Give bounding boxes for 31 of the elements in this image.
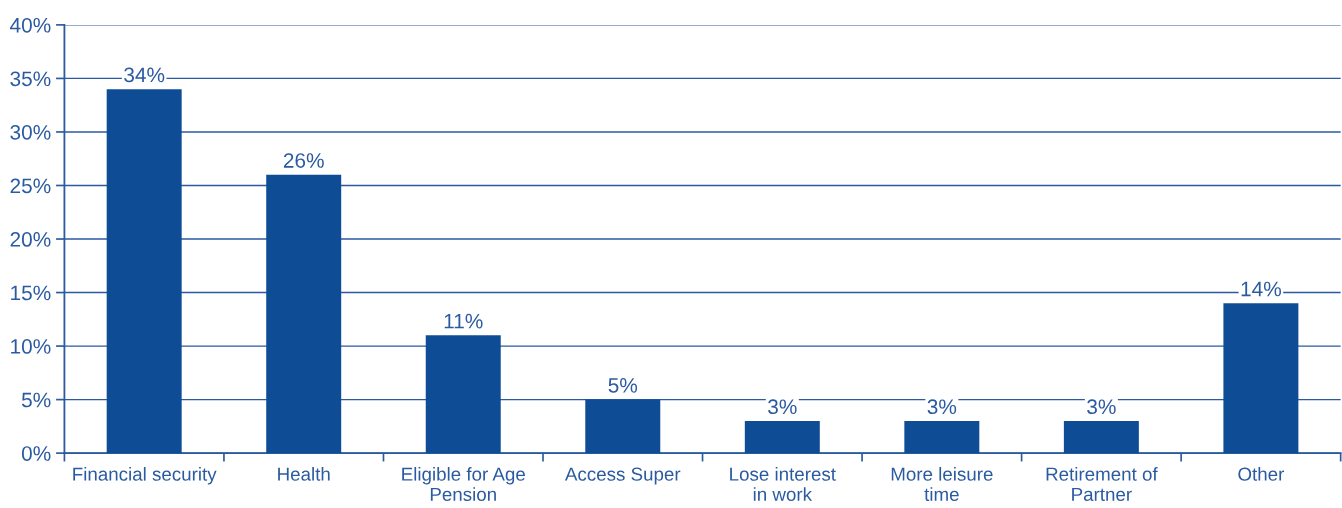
data-label: 34% (124, 67, 165, 83)
data-label: 3% (1087, 399, 1116, 415)
y-tick-label: 10% (11, 339, 51, 354)
bar (1223, 303, 1299, 454)
y-tick-label: 5% (21, 392, 51, 408)
data-label: 14% (1241, 281, 1281, 297)
bar (585, 399, 661, 454)
bar (904, 421, 980, 454)
x-tick-label: Lose interest in work (730, 467, 836, 501)
x-tick-label: Other (1238, 467, 1285, 481)
data-label: 3% (768, 399, 797, 415)
bar (1063, 421, 1139, 454)
x-tick-label: Eligible for Age Pension (402, 467, 525, 501)
data-label: 5% (608, 378, 638, 393)
y-tick-label: 0% (21, 446, 51, 461)
y-tick-label: 20% (10, 232, 51, 247)
bar (744, 421, 820, 454)
bar (106, 89, 182, 454)
y-tick-label: 30% (10, 124, 51, 140)
x-tick-label: Access Super (564, 467, 681, 485)
data-label: 26% (283, 153, 324, 168)
x-tick-label: Financial security (73, 467, 217, 485)
x-tick-label: Health (278, 467, 330, 481)
x-tick-label: Retirement of Partner (1046, 467, 1158, 501)
data-label: 3% (927, 399, 957, 415)
data-label: 11% (444, 313, 483, 329)
x-tick-label: More leisure time (891, 467, 993, 501)
y-tick-label: 35% (10, 71, 51, 87)
y-tick-label: 40% (10, 17, 51, 33)
y-tick-label: 25% (10, 178, 51, 194)
y-tick-label: 15% (11, 285, 51, 301)
